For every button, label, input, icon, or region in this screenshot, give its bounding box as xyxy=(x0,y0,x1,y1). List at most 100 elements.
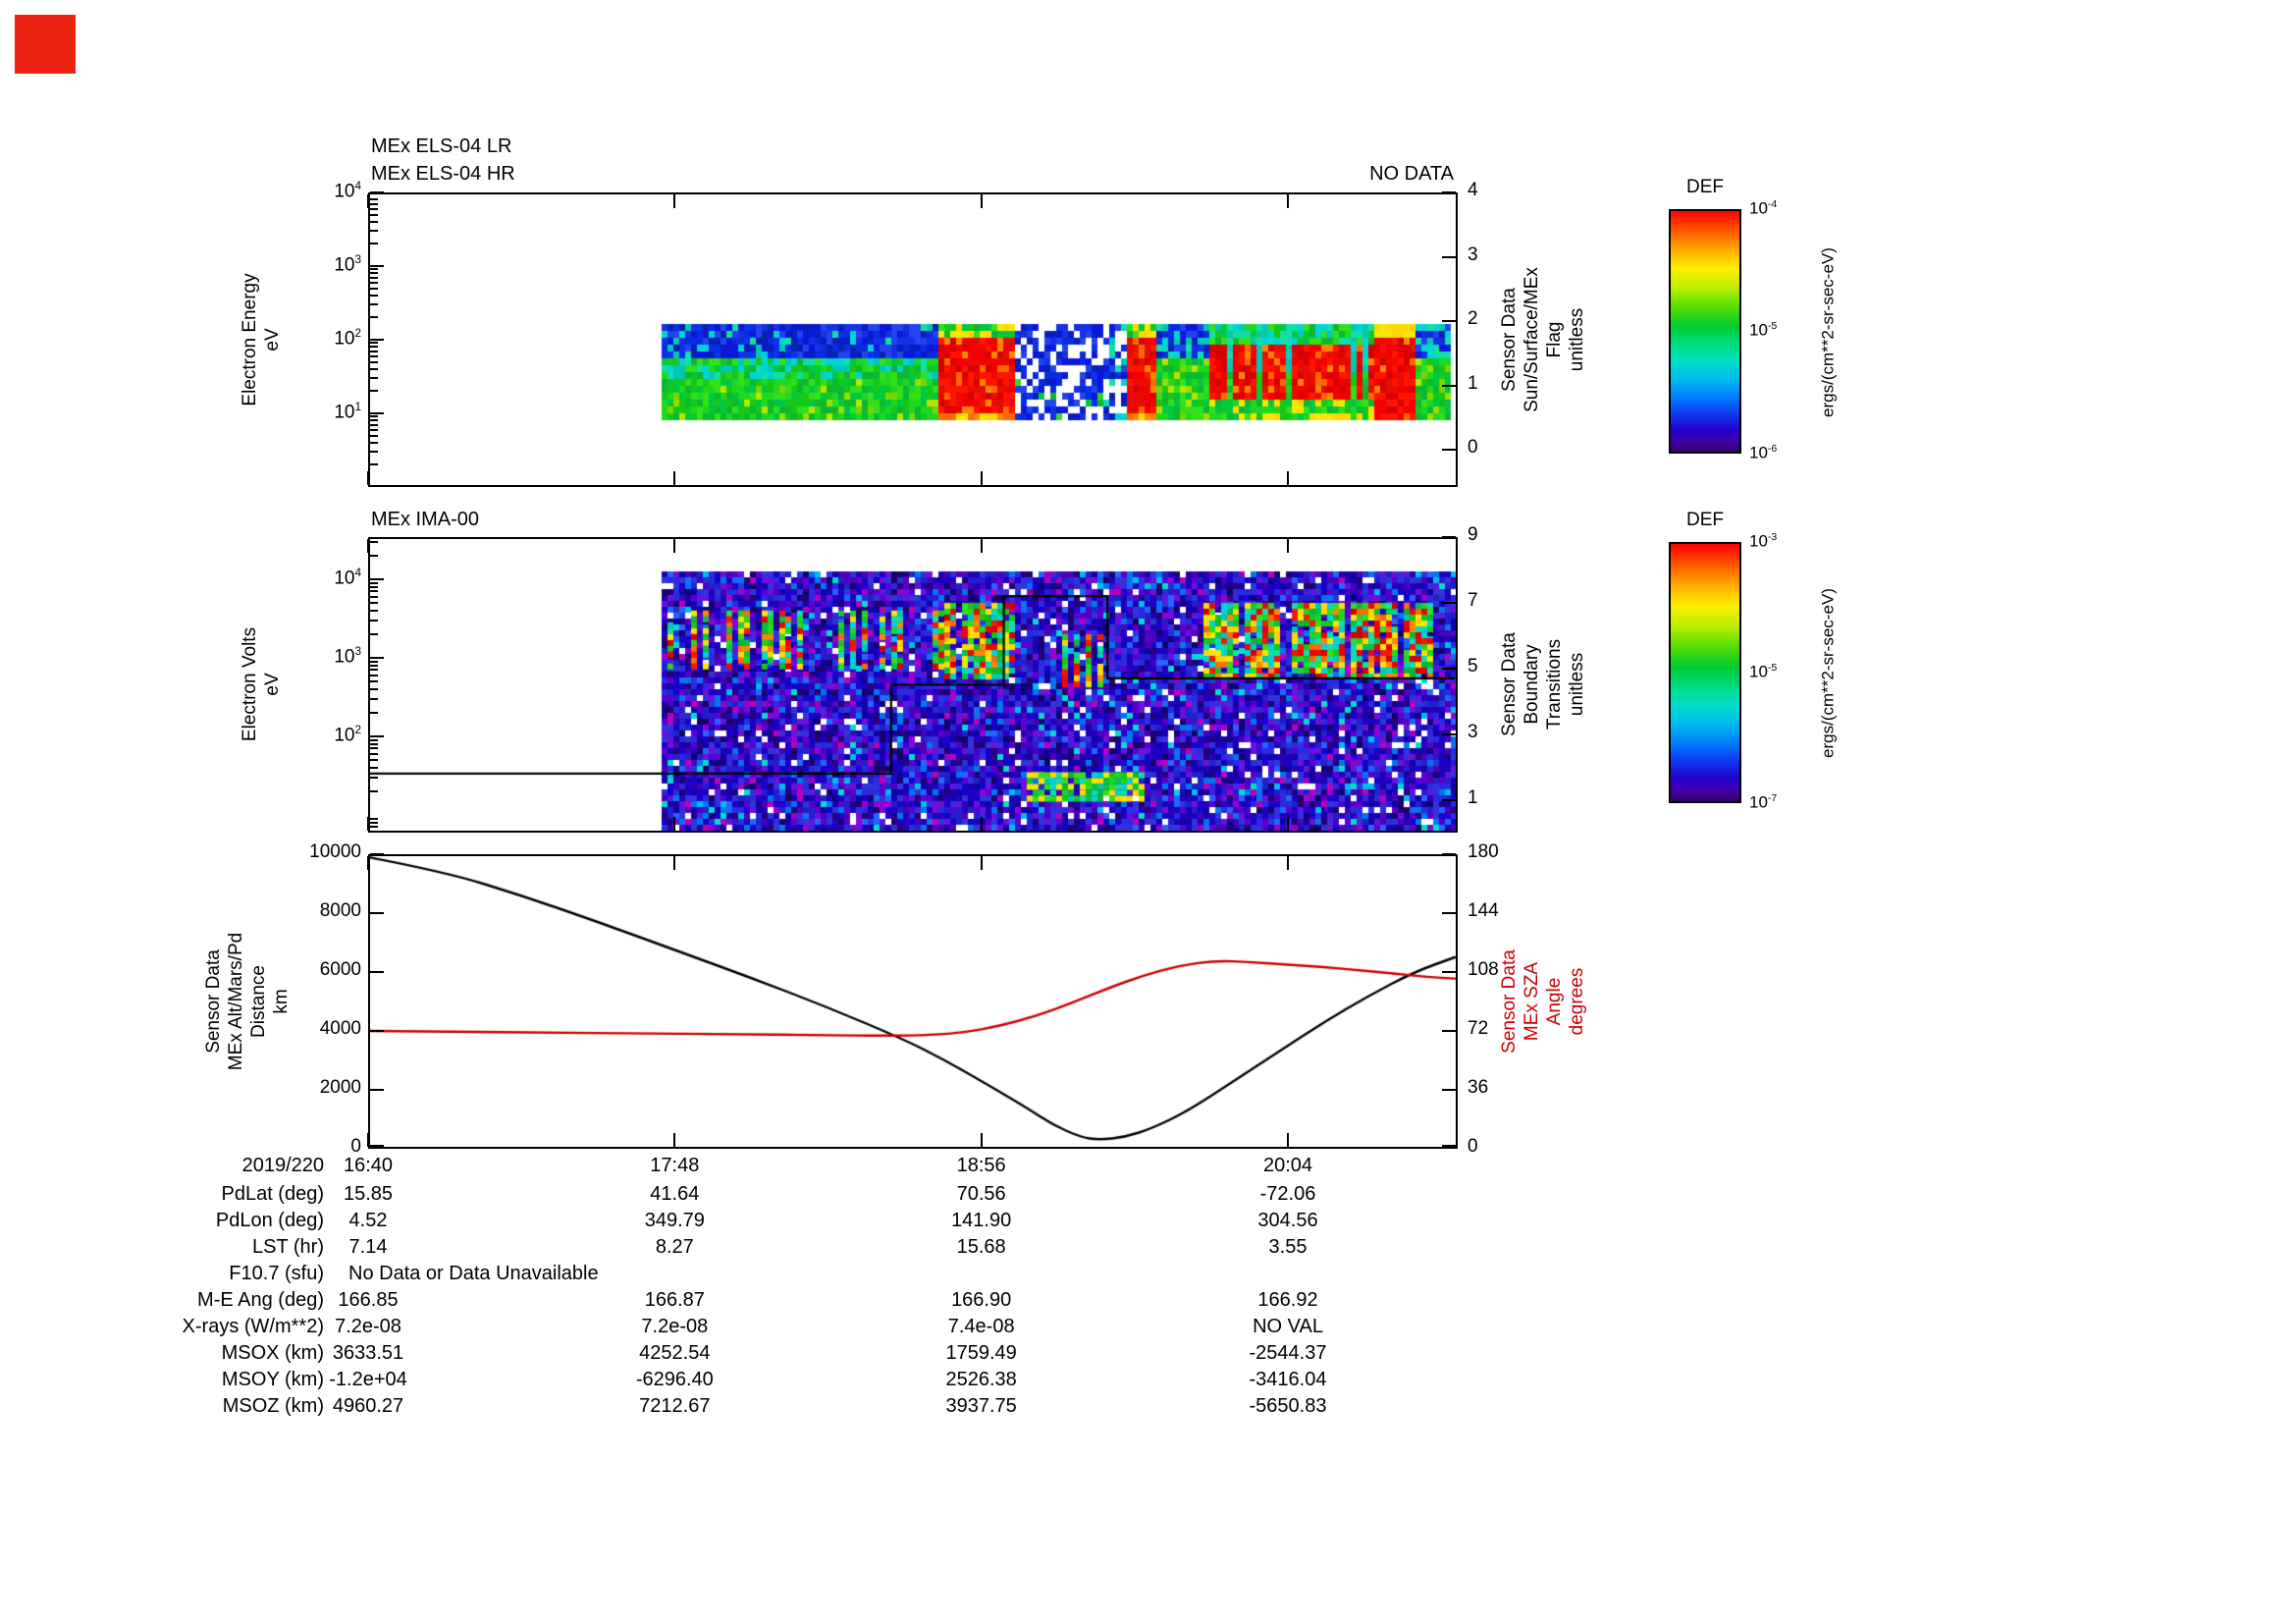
axis-tick xyxy=(370,287,378,290)
axis-tick xyxy=(370,609,378,612)
y-tick-label: 102 xyxy=(334,327,361,350)
right-tick-label: 7 xyxy=(1468,589,1478,611)
axis-tick xyxy=(1287,539,1289,553)
axis-tick xyxy=(370,230,378,233)
axis-tick xyxy=(370,316,378,319)
y-tick-label: 6000 xyxy=(319,959,361,980)
table-cell-value: 3.55 xyxy=(1268,1236,1308,1258)
axis-tick xyxy=(1442,255,1456,258)
y-tick-label: 4000 xyxy=(319,1018,361,1039)
table-cell-value: 141.90 xyxy=(951,1210,1012,1231)
right-tick-label: 144 xyxy=(1468,900,1499,921)
axis-tick xyxy=(673,817,676,831)
axis-tick xyxy=(1442,732,1456,735)
axis-tick xyxy=(370,912,384,914)
axis-tick xyxy=(370,276,378,279)
axis-tick xyxy=(1442,853,1456,855)
axis-tick xyxy=(370,202,378,205)
axis-tick xyxy=(370,294,378,297)
colorbar-tick-label: 10-3 xyxy=(1749,531,1778,551)
table-cell-value: 3633.51 xyxy=(332,1342,404,1364)
axis-tick xyxy=(370,657,384,659)
axis-tick xyxy=(1287,471,1289,485)
axis-tick xyxy=(370,367,378,370)
axis-tick xyxy=(370,451,378,454)
axis-tick xyxy=(367,817,369,831)
axis-tick xyxy=(370,441,378,444)
y-tick-label: 102 xyxy=(334,724,361,746)
right-tick-label: 0 xyxy=(1468,437,1478,458)
colorbar-tick-label: 10-4 xyxy=(1749,198,1778,218)
axis-tick xyxy=(370,198,378,201)
axis-tick xyxy=(370,971,384,973)
axis-tick xyxy=(673,471,676,485)
axis-tick xyxy=(367,856,369,870)
table-cell-value: 15.68 xyxy=(956,1236,1006,1258)
table-row-label: LST (hr) xyxy=(252,1236,324,1258)
axis-tick xyxy=(370,590,378,593)
axis-tick xyxy=(673,194,676,208)
axis-tick xyxy=(370,272,378,275)
axis-tick xyxy=(1442,1089,1456,1091)
table-cell-value: 4252.54 xyxy=(639,1342,711,1364)
axis-tick xyxy=(1287,1133,1289,1147)
axis-tick xyxy=(370,213,378,216)
axis-tick xyxy=(370,789,378,792)
axis-tick xyxy=(370,1089,384,1091)
axis-tick xyxy=(370,595,378,598)
axis-tick xyxy=(370,711,378,714)
axis-tick xyxy=(370,243,378,245)
table-cell-value: -3416.04 xyxy=(1249,1369,1327,1390)
right-tick-label: 108 xyxy=(1468,959,1499,980)
axis-tick xyxy=(370,1030,384,1032)
ima-spectrogram xyxy=(370,539,1456,831)
axis-tick xyxy=(370,428,378,431)
sza-axis-label: Sensor Data MEx SZA Angle degrees xyxy=(1499,949,1587,1054)
axis-tick xyxy=(673,856,676,870)
axis-tick xyxy=(1442,449,1456,451)
axis-tick xyxy=(370,759,378,762)
axis-tick xyxy=(1287,817,1289,831)
axis-tick xyxy=(370,268,378,271)
axis-tick xyxy=(980,856,983,870)
colorbar-tick-label: 10-5 xyxy=(1749,662,1778,681)
axis-tick xyxy=(980,817,983,831)
table-cell-value: -72.06 xyxy=(1259,1183,1316,1205)
ima-title: MEx IMA-00 xyxy=(371,509,480,530)
axis-tick xyxy=(1442,536,1456,538)
right-tick-label: 9 xyxy=(1468,524,1478,545)
axis-tick xyxy=(1442,1145,1456,1147)
axis-tick xyxy=(370,303,378,306)
table-cell-value: -1.2e+04 xyxy=(329,1369,407,1390)
axis-tick xyxy=(673,1133,676,1147)
axis-tick xyxy=(1442,667,1456,670)
table-row-label: MSOZ (km) xyxy=(222,1395,324,1417)
table-cell-value: 7.14 xyxy=(348,1236,388,1258)
table-cell-value: 7212.67 xyxy=(639,1395,711,1417)
axis-tick xyxy=(673,539,676,553)
table-cell-value: -6296.40 xyxy=(635,1369,714,1390)
right-tick-label: 1 xyxy=(1468,372,1478,394)
els-title-lr: MEx ELS-04 LR xyxy=(371,135,512,157)
axis-tick xyxy=(370,191,384,193)
table-row-label: M-E Ang (deg) xyxy=(197,1289,324,1311)
timeseries-plot-box xyxy=(368,854,1458,1149)
axis-tick xyxy=(370,697,378,700)
table-cell-value: 7.2e-08 xyxy=(335,1316,401,1337)
axis-tick xyxy=(370,342,378,345)
axis-tick xyxy=(370,419,378,422)
right-tick-label: 36 xyxy=(1468,1077,1489,1098)
axis-tick xyxy=(370,554,378,557)
axis-tick xyxy=(370,220,378,223)
axis-tick xyxy=(1442,601,1456,604)
axis-tick xyxy=(370,339,384,341)
ima-plot-box xyxy=(368,537,1458,833)
table-row-label: MSOY (km) xyxy=(221,1369,324,1390)
axis-tick xyxy=(367,471,369,485)
axis-tick xyxy=(370,747,378,750)
table-cell-value: 304.56 xyxy=(1257,1210,1318,1231)
axis-tick xyxy=(370,1145,384,1147)
axis-tick xyxy=(1442,798,1456,801)
axis-tick xyxy=(370,377,378,380)
axis-tick xyxy=(370,826,378,829)
